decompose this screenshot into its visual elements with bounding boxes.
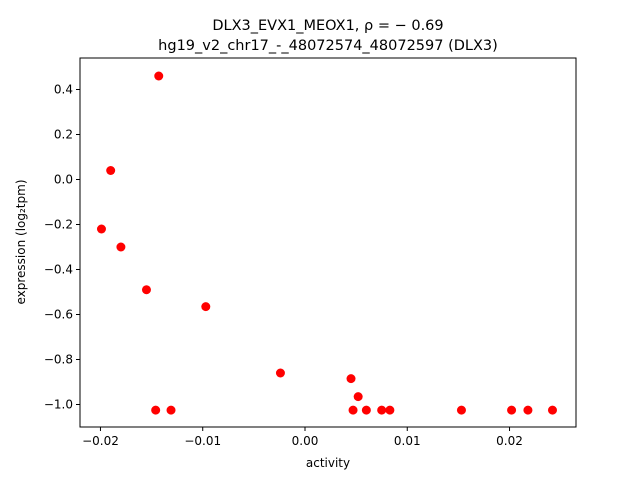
data-point	[523, 405, 533, 415]
y-tick-label: −0.2	[44, 218, 73, 232]
data-point	[353, 392, 363, 402]
data-point	[348, 405, 358, 415]
data-point	[377, 405, 387, 415]
data-point	[106, 166, 116, 175]
data-point	[385, 405, 395, 415]
y-tick-label: −0.8	[44, 353, 73, 367]
x-tick-label: −0.01	[184, 434, 221, 448]
data-point	[154, 71, 164, 81]
data-point	[275, 368, 285, 378]
data-point	[507, 405, 517, 415]
data-point	[96, 224, 106, 234]
y-tick-label: −1.0	[44, 398, 73, 412]
chart-title-line1: DLX3_EVX1_MEOX1, ρ = − 0.69	[212, 18, 443, 34]
data-points	[96, 71, 557, 415]
y-tick-label: 0.2	[54, 128, 73, 142]
data-point	[361, 405, 371, 415]
plot-area-frame	[79, 57, 577, 428]
x-axis-label: activity	[306, 456, 350, 470]
x-tick-label: 0.01	[394, 434, 421, 448]
data-point	[116, 242, 126, 252]
axis-ticks: −0.02 −0.01 0.00 0.01 0.02 −1.0 −0.8 −0.6 −0.4 −0…	[44, 83, 523, 449]
y-axis-label: expression (log₂tpm)	[14, 179, 28, 304]
data-point	[151, 405, 161, 415]
data-point	[547, 405, 557, 415]
data-point	[141, 285, 151, 295]
y-tick-label: −0.6	[44, 308, 73, 322]
y-tick-label: −0.4	[44, 263, 73, 277]
x-tick-label: −0.02	[82, 434, 119, 448]
y-tick-label: 0.0	[54, 173, 73, 187]
x-tick-label: 0.02	[496, 434, 523, 448]
data-point	[166, 405, 176, 415]
data-point	[456, 405, 466, 415]
y-tick-label: 0.4	[54, 83, 73, 97]
chart-title-line2: hg19_v2_chr17_-_48072574_48072597 (DLX3)	[158, 38, 498, 54]
x-tick-label: 0.00	[292, 434, 319, 448]
data-point	[201, 302, 211, 312]
data-point	[346, 374, 356, 384]
